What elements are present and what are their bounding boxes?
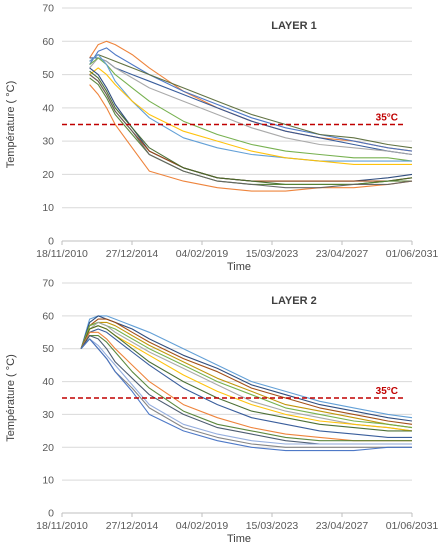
series-line-13 <box>80 338 412 445</box>
x-axis-title: Time <box>227 533 251 545</box>
y-tick-label: 70 <box>42 3 54 15</box>
y-tick-label: 20 <box>42 169 54 181</box>
y-axis-title: Température ( °C) <box>5 354 17 442</box>
series-line-7 <box>89 54 412 162</box>
series-line-3 <box>80 318 413 425</box>
chart-panel-1: 0 10 20 30 40 50 60 70 18/11/2010 27/12/2014 04/02… <box>5 3 438 274</box>
series-line-5 <box>89 57 413 156</box>
x-tick-label: 27/12/2014 <box>106 520 159 532</box>
x-tick-label: 18/11/2010 <box>36 520 88 532</box>
y-tick-label: 10 <box>42 202 54 214</box>
y-tick-label: 20 <box>42 442 54 454</box>
panel-title: LAYER 1 <box>271 20 316 32</box>
y-tick-label: 0 <box>48 236 54 248</box>
x-tick-label: 23/04/2027 <box>316 520 369 532</box>
series-line-10 <box>80 331 412 442</box>
y-tick-label: 40 <box>42 376 54 388</box>
x-tick-label: 18/11/2010 <box>36 248 88 260</box>
x-tick-label: 15/03/2023 <box>246 248 299 260</box>
series-line-8 <box>80 325 412 432</box>
x-tick-label: 01/06/2031 <box>386 520 439 532</box>
y-tick-label: 0 <box>48 508 54 520</box>
series-line-9 <box>80 328 412 438</box>
series-line-1 <box>80 315 413 419</box>
x-axis-title: Time <box>227 261 251 273</box>
series-line-6 <box>80 321 413 432</box>
x-tick-label: 04/02/2019 <box>176 520 229 532</box>
series-line-13 <box>89 84 413 192</box>
series-line-2 <box>89 47 413 152</box>
y-tick-label: 30 <box>42 409 54 421</box>
series-line-2 <box>80 315 413 422</box>
chart-panel-2: 0 10 20 30 40 50 60 70 18/11/2010 27/12/2014 04/02… <box>5 278 438 546</box>
y-tick-label: 50 <box>42 69 54 81</box>
panel-title: LAYER 2 <box>271 295 316 307</box>
y-tick-label: 60 <box>42 310 54 322</box>
y-axis-title: Température ( °C) <box>5 81 17 169</box>
x-tick-label: 15/03/2023 <box>246 520 299 532</box>
x-tick-label: 04/02/2019 <box>176 248 229 260</box>
x-tick-label: 23/04/2027 <box>316 248 369 260</box>
y-tick-label: 30 <box>42 136 54 148</box>
series-line-3 <box>89 54 413 149</box>
y-tick-label: 50 <box>42 343 54 355</box>
threshold-label: 35°C <box>376 386 398 397</box>
y-tick-label: 10 <box>42 475 54 487</box>
y-tick-label: 60 <box>42 36 54 48</box>
y-tick-label: 40 <box>42 102 54 114</box>
series-line-4 <box>80 321 413 429</box>
threshold-label: 35°C <box>376 113 398 124</box>
y-tick-label: 70 <box>42 278 54 290</box>
series-line-15 <box>80 338 412 452</box>
series-line-14 <box>89 74 413 189</box>
series-line-8 <box>89 67 412 165</box>
x-tick-label: 27/12/2014 <box>106 248 159 260</box>
x-tick-label: 01/06/2031 <box>386 248 439 260</box>
series-line-11 <box>80 335 412 442</box>
